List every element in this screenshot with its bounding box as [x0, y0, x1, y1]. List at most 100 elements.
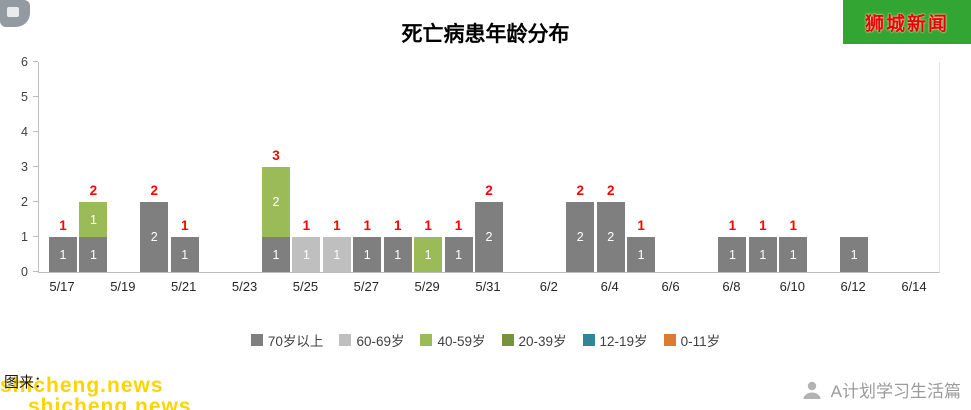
segment-value-label: 2 [576, 230, 584, 244]
bar-segment: 1 [292, 237, 321, 272]
x-tick-label: 5/31 [475, 279, 501, 294]
legend-label: 0-11岁 [680, 334, 721, 349]
legend-swatch [420, 334, 433, 346]
bar-segment: 1 [353, 237, 382, 272]
bar-6/12: 1 [840, 237, 869, 272]
y-tick-label: 2 [21, 195, 28, 209]
x-tick-label: 6/4 [600, 279, 619, 294]
bar-total-label: 1 [302, 218, 311, 233]
bar-segment: 1 [779, 237, 808, 272]
bar-segment: 1 [718, 237, 747, 272]
bar-total-label: 2 [485, 183, 493, 198]
legend-item: 70岁以上 [250, 330, 324, 350]
site-logo-corner [0, 0, 30, 27]
y-tick-label: 3 [21, 160, 28, 174]
bar-total-label: 2 [89, 183, 98, 198]
y-tick-label: 6 [21, 55, 28, 69]
y-tick-mark [33, 236, 38, 237]
segment-value-label: 1 [759, 247, 767, 262]
x-tick-label: 5/23 [231, 279, 258, 294]
y-tick-mark [33, 271, 38, 272]
legend-item: 60-69岁 [339, 330, 404, 350]
legend-swatch [250, 334, 263, 346]
bar-segment: 1 [383, 237, 412, 272]
bar-total-label: 3 [272, 148, 280, 163]
segment-value-label: 1 [637, 247, 645, 262]
x-tick-label: 5/29 [414, 279, 440, 294]
legend-label: 40-59岁 [437, 334, 486, 349]
bar-segment: 1 [414, 237, 443, 272]
bar-segment: 1 [79, 237, 108, 272]
bar-segment: 1 [170, 237, 199, 272]
bar-total-label: 2 [606, 183, 615, 198]
brand-badge: 狮城新闻 [843, 0, 971, 44]
legend-swatch [663, 334, 676, 346]
footer-account: A计划学习生活篇 [801, 377, 961, 402]
wechat-account-icon [801, 379, 823, 401]
segment-value-label: 1 [89, 212, 97, 227]
legend-item: 0-11岁 [663, 330, 721, 350]
y-tick-label: 0 [21, 265, 28, 279]
bar-total-label: 1 [59, 218, 67, 233]
segment-value-label: 1 [363, 247, 371, 262]
x-tick-label: 6/10 [779, 279, 805, 294]
y-tick-mark [33, 61, 38, 62]
segment-value-label: 1 [394, 247, 402, 262]
bar-segment: 2 [140, 202, 169, 272]
bar-segment: 1 [322, 237, 351, 272]
bar-segment: 1 [79, 202, 108, 237]
x-tick-label: 5/27 [353, 279, 379, 294]
y-tick-label: 1 [21, 230, 28, 244]
y-tick-label: 4 [21, 125, 28, 139]
x-tick-label: 5/19 [110, 279, 136, 294]
legend-item: 40-59岁 [420, 330, 486, 350]
bar-total-label: 1 [363, 218, 372, 233]
bar-total-label: 1 [789, 218, 798, 233]
segment-value-label: 2 [607, 230, 615, 244]
x-tick-label: 6/12 [840, 279, 866, 294]
watermark-2: shicheng.news [28, 395, 192, 410]
chart-title: 死亡病患年龄分布 [401, 23, 570, 46]
segment-value-label: 1 [59, 247, 67, 262]
segment-value-label: 1 [789, 247, 797, 262]
legend-label: 70岁以上 [267, 334, 324, 349]
legend-item: 12-19岁 [582, 330, 648, 350]
segment-value-label: 1 [89, 247, 97, 262]
segment-value-label: 1 [728, 247, 736, 262]
caption-text: 图来： [4, 374, 50, 391]
bar-segment: 1 [840, 237, 869, 272]
bar-segment: 2 [596, 202, 625, 272]
x-tick-label: 5/21 [171, 279, 197, 294]
bar-segment: 1 [49, 237, 77, 272]
bar-segment: 2 [475, 202, 503, 272]
bar-total-label: 1 [180, 218, 189, 233]
x-tick-label: 6/2 [539, 279, 558, 294]
bar-5/24: 1 2 3 [262, 148, 290, 272]
segment-value-label: 1 [850, 247, 858, 262]
segment-value-label: 1 [333, 247, 341, 262]
bar-total-label: 1 [333, 218, 341, 233]
footer-account-name: A计划学习生活篇 [830, 382, 961, 401]
segment-value-label: 2 [150, 230, 158, 244]
bar-segment: 1 [748, 237, 777, 272]
bar-total-label: 1 [728, 218, 737, 233]
y-tick-mark [33, 131, 38, 132]
bar-total-label: 1 [424, 218, 432, 233]
bar-total-label: 1 [454, 218, 463, 233]
segment-value-label: 1 [424, 247, 432, 262]
watermark: shicheng.news [0, 374, 164, 397]
